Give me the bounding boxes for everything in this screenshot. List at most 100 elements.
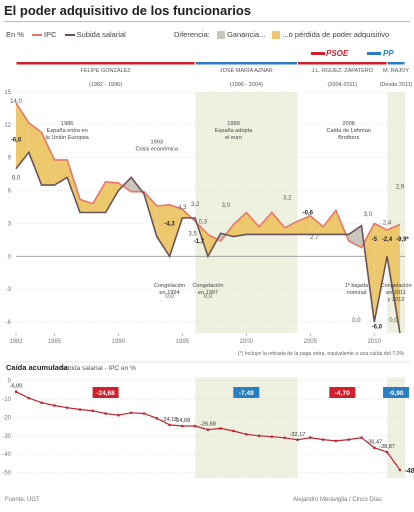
main-value-label-17: 2,4 [383, 221, 392, 227]
period-total-label-0: -24,68 [96, 390, 115, 397]
main-ytick-label: 3 [8, 221, 12, 227]
acc-ytick-label: -50 [2, 470, 11, 476]
acc-value-label-0: -6,00 [10, 384, 23, 390]
main-value-label-6: 3,2 [191, 202, 200, 208]
accumulated-point [398, 468, 402, 472]
main-value-label-12: 3,2 [283, 195, 292, 201]
annotation-6-line-0: 1º bajada [345, 282, 369, 289]
accumulated-point [65, 406, 69, 409]
accumulated-point [245, 432, 248, 436]
annotation-5-line-1: en 1997 [198, 290, 218, 296]
main-value-label-2: 8,0 [12, 176, 21, 182]
main-value-label-13: -0,6 [303, 211, 314, 217]
loss-area [67, 159, 80, 213]
accumulated-point [309, 436, 312, 439]
main-value-label-0: 14,0 [10, 99, 22, 105]
government-bar-2 [298, 62, 387, 65]
acc-ytick-label: 0 [8, 379, 12, 385]
main-value-label-1: -6,0 [11, 137, 22, 143]
annotation-7-line-1: en 2011 [386, 290, 406, 296]
party-pp-label: PP [383, 49, 394, 58]
acc-value-label-3: -26,68 [200, 422, 216, 428]
accumulated-point [385, 450, 389, 454]
annotation-1-line-1: Crisis económica [135, 146, 178, 152]
accumulated-point [206, 428, 210, 432]
main-xtick-label: 1982 [9, 339, 23, 345]
acc-value-label-4: -32,17 [290, 432, 306, 438]
government-name-1: JOSÉ MARÍA AZNAR [220, 67, 273, 74]
party-pp-swatch [367, 52, 381, 55]
period-total-label-2: -4,70 [335, 390, 350, 397]
loss-area [323, 210, 336, 235]
salary-line [15, 150, 401, 334]
accumulated-point [360, 436, 363, 439]
ipc-line [15, 102, 401, 249]
accumulated-point [155, 417, 159, 420]
main-value-label-11: 3,0 [222, 203, 231, 209]
annotation-3-line-0: 2008 [342, 121, 354, 127]
main-xtick-label: 2010 [368, 339, 382, 345]
accumulated-point [219, 427, 223, 430]
period-total-box-3 [383, 387, 410, 398]
loss-area [310, 215, 324, 235]
loss-area [156, 204, 170, 257]
accumulated-subtitle: Subida salarial - IPC en % [60, 365, 136, 372]
acc-value-label-2: -24,68 [174, 418, 190, 424]
accumulated-point [232, 429, 235, 433]
main-value-label-20: -9,9* [396, 237, 409, 243]
accumulated-point [78, 408, 82, 411]
main-value-label-16: 2,9 [396, 184, 405, 190]
loss-area [259, 212, 272, 235]
main-value-label-8: -1,7 [194, 239, 205, 245]
main-xtick-label: 2005 [304, 339, 318, 345]
government-name-3: M. RAJOY [383, 68, 409, 74]
government-years-2: (2004-2011) [328, 82, 358, 88]
government-bar-3 [387, 62, 405, 65]
accumulated-point [181, 424, 184, 428]
annotation-3-line-2: Brothers [338, 135, 359, 141]
footnote: (*) Incluye la retirada de la paga extra… [238, 351, 404, 357]
period-total-label-1: -7,49 [239, 390, 254, 397]
accumulated-point [270, 435, 274, 438]
main-ytick-label: 9 [8, 156, 12, 162]
accumulated-point [334, 439, 338, 443]
government-years-3: (Desde 2011) [380, 82, 413, 88]
period-total-box-0 [92, 387, 119, 398]
loss-area [105, 181, 119, 213]
legend-gain-swatch [216, 30, 225, 39]
title-rule [4, 21, 410, 22]
acc-ytick-label: -40 [2, 452, 11, 458]
main-xtick-label: 1985 [48, 339, 62, 345]
accumulated-point [104, 412, 107, 415]
accumulated-point [321, 438, 325, 441]
annotation-1-line-0: 1993 [151, 139, 163, 145]
chart-title: El poder adquisitivo de los funcionarios [4, 3, 252, 18]
credit-note: Alejandro Meraviglia / Cinco Días [293, 497, 382, 503]
annotation-6-line-1: nominal [347, 290, 367, 296]
main-xtick-label: 1990 [112, 339, 126, 345]
government-bar-1 [195, 62, 298, 65]
annotation-3-line-1: Caída de Lehman [326, 128, 370, 134]
accumulated-point [168, 423, 171, 427]
main-value-label-22: 0,0 [389, 318, 398, 324]
accumulated-point [372, 446, 376, 450]
main-value-label-7: 0,3 [199, 219, 208, 225]
acc-ytick-label: -20 [2, 415, 11, 421]
main-xtick-label: 1995 [176, 339, 190, 345]
government-years-0: (1982 - 1996) [89, 82, 122, 88]
acc-value-label-1: -24,18 [162, 417, 178, 423]
main-value-label-3: 4,3 [178, 205, 187, 211]
annotation-2-line-2: el euro [225, 135, 242, 141]
annotation-7-line-2: y 2012 [388, 297, 405, 303]
main-value-label-21: -6,0 [372, 325, 383, 331]
acc-ytick-label: -30 [2, 434, 11, 440]
annotation-0-line-2: la Unión Europea [46, 135, 90, 141]
loss-area [79, 199, 93, 213]
main-value-label-23: 0,0 [352, 318, 361, 324]
main-value-label-4: -4,3 [164, 222, 175, 228]
accumulated-point [296, 438, 299, 442]
main-value-label-10: 0,0 [204, 294, 213, 300]
annotation-0-line-0: 1986 [61, 121, 73, 127]
accumulated-point [129, 411, 133, 415]
